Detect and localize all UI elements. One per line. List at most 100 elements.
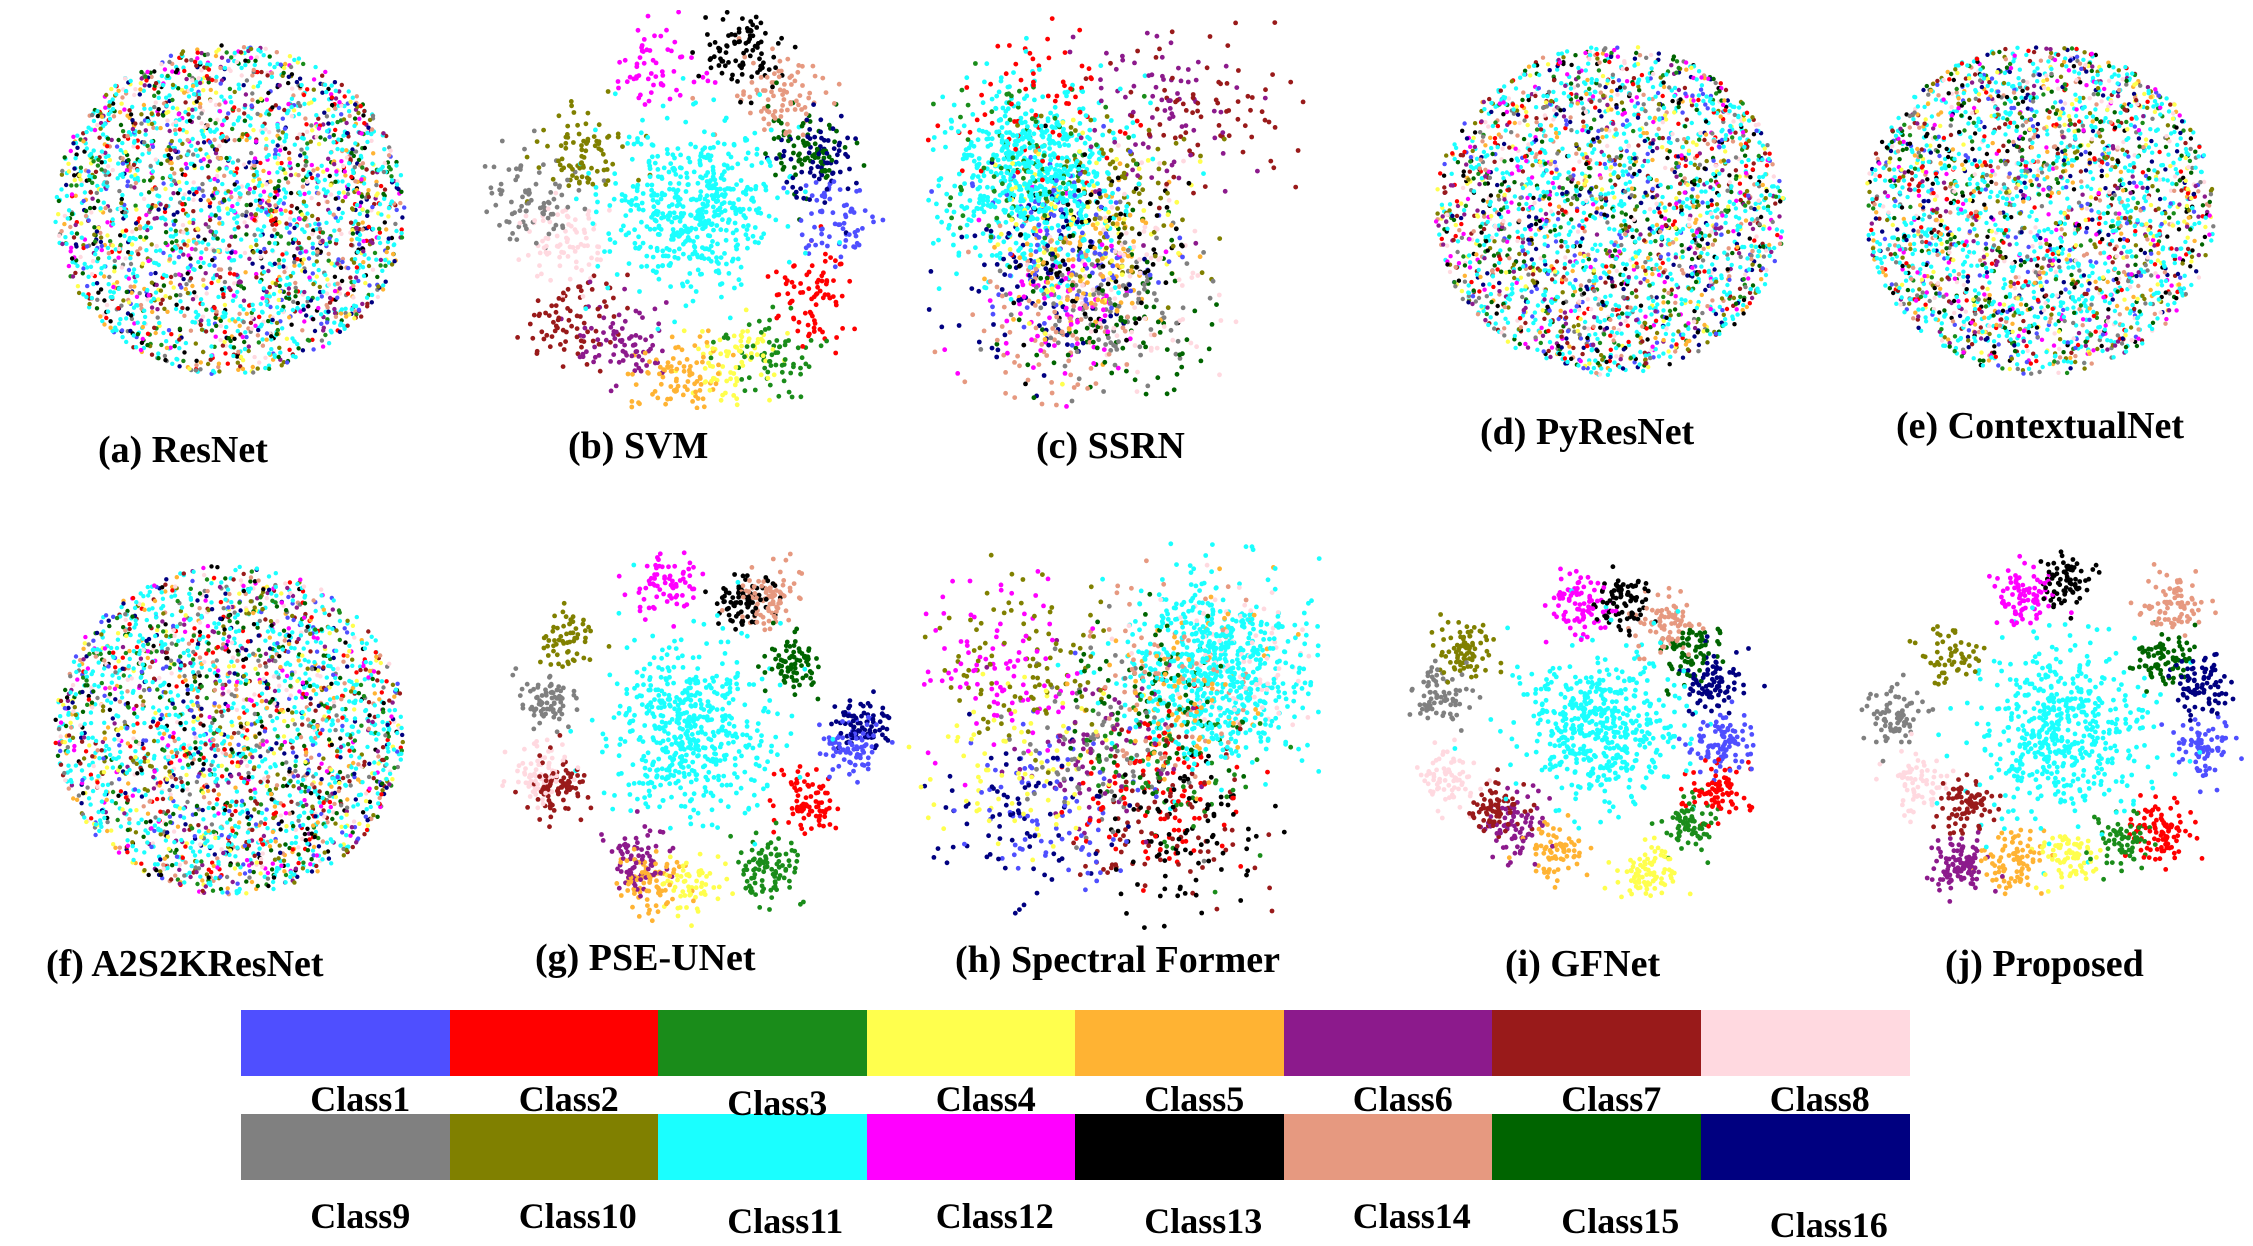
scatter-point (118, 122, 124, 128)
scatter-point (394, 207, 399, 213)
scatter-point (391, 242, 396, 248)
scatter-point (1015, 353, 1020, 359)
scatter-point (741, 89, 746, 95)
scatter-point (389, 262, 395, 267)
scatter-point (701, 354, 706, 360)
scatter-point (1161, 324, 1167, 329)
scatter-point (107, 157, 113, 163)
scatter-point (324, 220, 329, 225)
scatter-point (63, 235, 68, 240)
scatter-point (198, 197, 203, 203)
scatter-point (680, 392, 686, 398)
scatter-point (226, 111, 231, 116)
scatter-point (730, 230, 736, 236)
scatter-point (156, 297, 161, 302)
scatter-point (188, 161, 193, 166)
scatter-point (353, 149, 359, 154)
scatter-point (206, 318, 211, 323)
scatter-point (232, 172, 237, 178)
scatter-point (113, 247, 118, 252)
scatter-point (1176, 175, 1182, 181)
scatter-point (402, 205, 407, 210)
scatter-point (679, 231, 685, 236)
scatter-point (781, 148, 787, 154)
scatter-point (169, 182, 174, 188)
scatter-point (218, 267, 224, 272)
scatter-point (59, 229, 64, 234)
scatter-point (615, 134, 621, 140)
scatter-point (729, 165, 735, 171)
scatter-point (596, 122, 602, 128)
scatter-point (142, 308, 147, 313)
scatter-point (282, 269, 287, 275)
scatter-point (803, 111, 809, 117)
scatter-point (665, 253, 671, 259)
scatter-point (563, 339, 568, 344)
scatter-point (723, 50, 729, 55)
scatter-point (87, 301, 92, 307)
scatter-point (813, 302, 819, 308)
scatter-point (254, 242, 259, 248)
scatter-point (537, 311, 542, 317)
scatter-point (88, 189, 93, 195)
scatter-point (695, 396, 701, 401)
scatter-point (220, 122, 225, 128)
scatter-point (986, 223, 992, 229)
scatter-point (144, 235, 149, 240)
scatter-point (337, 286, 342, 291)
scatter-point (156, 356, 161, 361)
scatter-point (186, 94, 192, 99)
scatter-point (119, 200, 124, 206)
scatter-point (178, 309, 184, 314)
scatter-point (260, 124, 265, 129)
scatter-point (709, 222, 714, 228)
scatter-point (738, 178, 744, 183)
scatter-point (399, 231, 404, 236)
scatter-point (819, 273, 825, 279)
scatter-point (782, 275, 788, 280)
scatter-point (352, 165, 357, 170)
scatter-point (297, 190, 302, 195)
scatter-point (149, 305, 155, 310)
scatter-point (547, 344, 553, 350)
scatter-point (674, 376, 679, 382)
scatter-point (149, 280, 155, 285)
scatter-point (532, 218, 537, 223)
scatter-point (285, 180, 291, 185)
scatter-point (153, 186, 159, 191)
scatter-point (590, 221, 596, 227)
scatter-point (301, 303, 306, 308)
scatter-point (822, 193, 828, 198)
scatter-point (824, 278, 830, 283)
scatter-point (672, 319, 677, 325)
scatter-point (185, 306, 190, 311)
scatter-point (98, 230, 103, 236)
scatter-point (634, 185, 640, 191)
scatter-point (138, 81, 143, 86)
scatter-point (605, 285, 611, 291)
scatter-point (740, 16, 745, 21)
scatter-point (327, 210, 332, 215)
scatter-point (96, 256, 101, 261)
scatter-point (156, 90, 161, 95)
scatter-point (381, 131, 386, 136)
scatter-point (304, 159, 309, 164)
scatter-point (191, 197, 196, 202)
scatter-point (60, 241, 65, 247)
scatter-point (75, 133, 80, 138)
scatter-point (725, 351, 731, 357)
scatter-point (370, 226, 376, 232)
scatter-point (339, 307, 345, 312)
scatter-point (137, 159, 142, 164)
scatter-point (196, 76, 201, 81)
scatter-point (138, 347, 144, 353)
scatter-point (1123, 94, 1128, 100)
scatter-point (928, 269, 934, 274)
scatter-point (715, 140, 721, 146)
scatter-point (148, 163, 153, 169)
scatter-point (369, 138, 374, 143)
scatter-point (362, 145, 367, 151)
scatter-point (541, 162, 546, 168)
scatter-point (333, 96, 339, 101)
scatter-point (683, 189, 689, 194)
